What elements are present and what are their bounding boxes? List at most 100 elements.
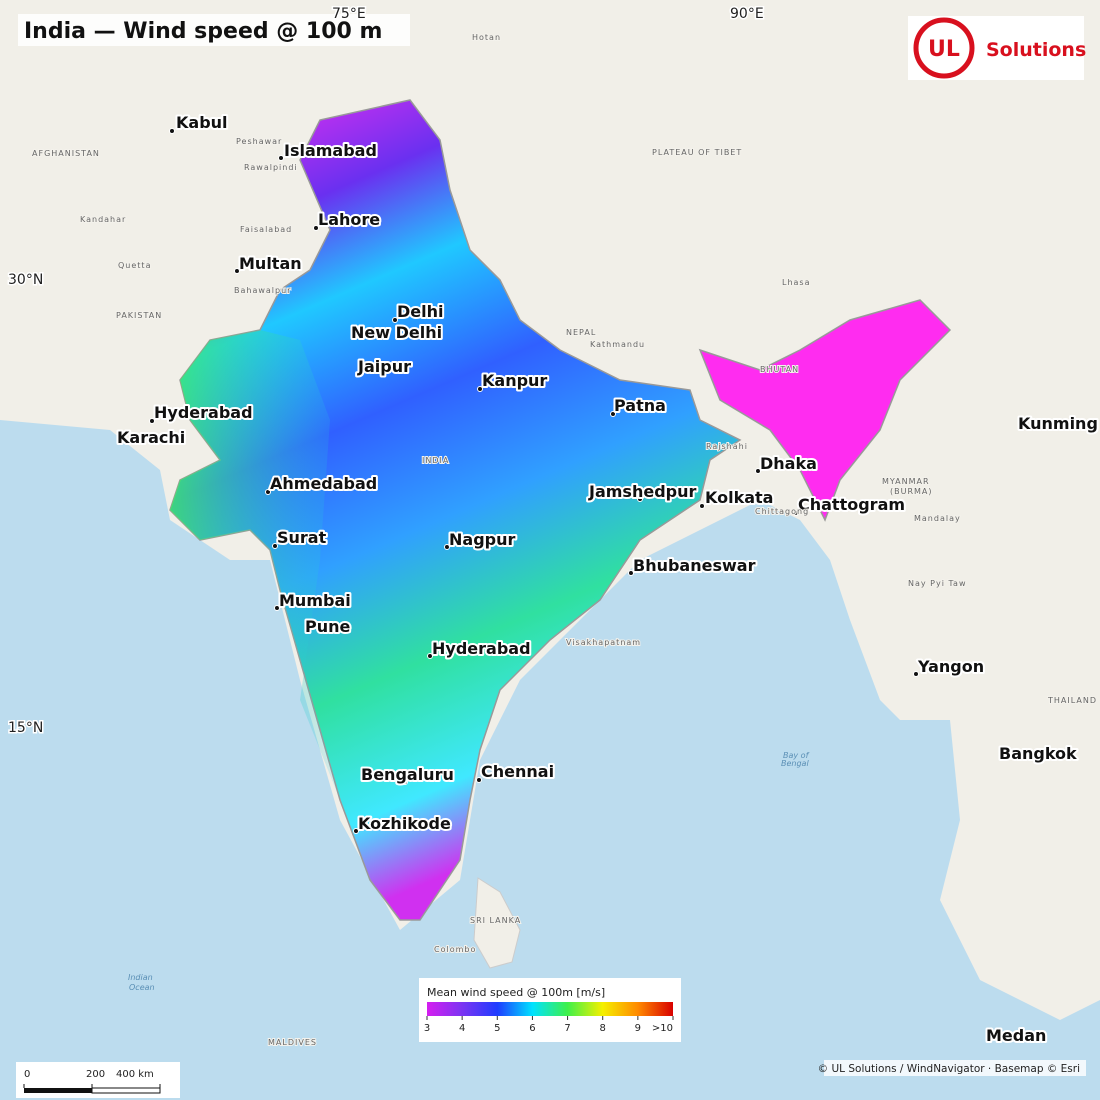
city-label: Ahmedabad <box>270 474 377 493</box>
basemap-label: Peshawar <box>236 137 282 146</box>
city-label: Dhaka <box>760 454 817 473</box>
city-label: Medan <box>986 1026 1046 1045</box>
map-title: India — Wind speed @ 100 m <box>24 19 382 44</box>
city-dot <box>699 503 705 509</box>
scale-tick-label: 200 <box>86 1069 105 1080</box>
legend-tick-label: 9 <box>635 1023 641 1034</box>
city-label: Karachi <box>117 428 185 447</box>
legend-tick-label: 6 <box>529 1023 535 1034</box>
city-label: Jamshedpur <box>588 482 696 501</box>
basemap-label: Mandalay <box>914 514 961 523</box>
legend-tick-label: >10 <box>652 1023 673 1034</box>
latitude-label: 15°N <box>8 720 43 736</box>
city-dot <box>265 489 271 495</box>
city-dot <box>913 671 919 677</box>
sea-label: Ocean <box>129 983 155 992</box>
basemap-label: MYANMAR <box>882 477 930 486</box>
logo-text: Solutions <box>986 39 1086 61</box>
attribution: © UL Solutions / WindNavigator · Basemap… <box>818 1063 1080 1075</box>
basemap-label: Hotan <box>472 33 501 42</box>
basemap-label: THAILAND <box>1047 696 1097 705</box>
scale-tick-label: 0 <box>24 1069 30 1080</box>
city-label: Kanpur <box>482 371 547 390</box>
city-dot <box>234 268 240 274</box>
basemap-label: SRI LANKA <box>470 916 521 925</box>
city-label: Chattogram <box>798 495 905 514</box>
basemap-label: Colombo <box>434 945 476 954</box>
basemap-label: BHUTAN <box>760 365 799 374</box>
basemap-label: NEPAL <box>566 328 596 337</box>
city-dot <box>476 777 482 783</box>
logo-mark: UL <box>928 37 960 62</box>
logo-ring <box>913 17 975 79</box>
sea <box>0 420 1100 1100</box>
legend-title: Mean wind speed @ 100m [m/s] <box>427 986 605 999</box>
city-label: New Delhi <box>351 323 442 342</box>
city-dot <box>427 653 433 659</box>
city-label: Kolkata <box>705 488 773 507</box>
basemap-label: Quetta <box>118 261 151 270</box>
city-label: Patna <box>614 396 666 415</box>
city-label: Nagpur <box>449 530 515 549</box>
city-label: Kozhikode <box>358 814 451 833</box>
city-label: Kabul <box>176 113 228 132</box>
basemap-label: INDIA <box>422 456 449 465</box>
attribution-box <box>824 1060 1086 1076</box>
basemap-label: Nay Pyi Taw <box>908 579 967 588</box>
city-dot <box>278 155 284 161</box>
basemap-label: (BURMA) <box>890 487 933 496</box>
longitude-label: 90°E <box>730 6 764 22</box>
city-label: Kunming <box>1018 414 1098 433</box>
city-label: Bengaluru <box>361 765 454 784</box>
city-label: Lahore <box>318 210 380 229</box>
city-label: Multan <box>239 254 302 273</box>
basemap-label: Kandahar <box>80 215 126 224</box>
legend: Mean wind speed @ 100m [m/s] 3 4 5 6 7 8 9 >10 <box>419 978 681 1042</box>
city-label: Jaipur <box>357 357 411 376</box>
city-dot <box>477 386 483 392</box>
city-label: Surat <box>277 528 327 547</box>
city-dot <box>274 605 280 611</box>
scale-bar-segment <box>91 1087 161 1094</box>
basemap-label: Bahawalpur <box>234 286 291 295</box>
basemap-label: Faisalabad <box>240 225 292 234</box>
basemap-label: AFGHANISTAN <box>32 149 100 158</box>
west-wind-field <box>170 330 370 880</box>
sea-label: Bengal <box>781 759 809 768</box>
city-label: Hyderabad <box>432 639 531 658</box>
city-dot <box>628 570 634 576</box>
basemap-label: PAKISTAN <box>116 311 162 320</box>
city-dot <box>169 128 175 134</box>
city-dot <box>402 779 408 785</box>
sea-label: Indian <box>128 973 153 982</box>
basemap-label: Chittagong <box>755 507 809 516</box>
latitude-label: 30°N <box>8 272 43 288</box>
city-label: Bangkok <box>999 744 1077 763</box>
basemap-label: Rawalpindi <box>244 163 298 172</box>
city-dot <box>313 225 319 231</box>
basemap-label: Kathmandu <box>590 340 645 349</box>
city-label: Delhi <box>397 302 444 321</box>
title-box <box>18 14 410 46</box>
northeast-wind-field <box>698 299 952 522</box>
basemap-label: Rajshahi <box>706 442 748 451</box>
city-dot <box>272 543 278 549</box>
basemap-label: Visakhapatnam <box>566 638 641 647</box>
city-dot <box>793 510 799 516</box>
legend-tick-label: 3 <box>424 1023 430 1034</box>
city-label: Mumbai <box>279 591 351 610</box>
city-label: Pune <box>305 617 351 636</box>
city-label: Chennai <box>481 762 554 781</box>
sri-lanka <box>473 877 521 969</box>
city-dot <box>392 317 398 323</box>
city-label: Islamabad <box>284 141 377 160</box>
city-dot <box>637 496 643 502</box>
scale-tick-label: 400 km <box>116 1069 154 1080</box>
longitude-label: 75°E <box>332 6 366 22</box>
city-dot <box>444 544 450 550</box>
basemap-label: Lhasa <box>782 278 811 287</box>
legend-tick-label: 5 <box>494 1023 500 1034</box>
legend-tick-label: 7 <box>564 1023 570 1034</box>
city-dot <box>149 418 155 424</box>
